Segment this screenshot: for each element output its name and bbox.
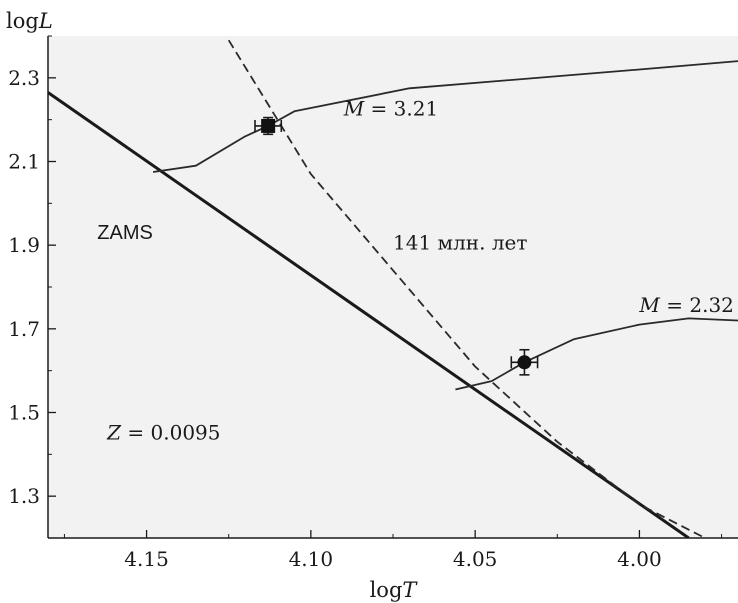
y-tick-label: 2.1 bbox=[8, 150, 40, 174]
x-tick-label: 4.10 bbox=[289, 547, 334, 571]
annotation-m321: M = 3.21 bbox=[343, 96, 439, 120]
annotation-m321-var: M bbox=[343, 96, 365, 120]
plot-area bbox=[48, 36, 738, 538]
annotation-zams: ZAMS bbox=[97, 222, 153, 244]
annotation-metal-var: Z bbox=[106, 421, 122, 445]
x-axis-title-var: T bbox=[402, 578, 418, 602]
annotation-m232-text: = 2.32 bbox=[660, 293, 734, 317]
series-line-141 bbox=[227, 39, 706, 538]
x-tick-label: 4.00 bbox=[617, 547, 662, 571]
annotation-m232-var: M bbox=[638, 293, 660, 317]
y-axis-title-prefix: log bbox=[6, 9, 39, 33]
y-tick-label: 1.5 bbox=[8, 401, 40, 425]
x-axis-title: logT bbox=[370, 578, 419, 602]
data-point-circle bbox=[517, 355, 532, 370]
x-tick-label: 4.05 bbox=[453, 547, 498, 571]
y-tick-label: 2.3 bbox=[8, 66, 40, 90]
y-tick-label: 1.9 bbox=[8, 233, 40, 257]
annotation-age-text: 141 млн. лет bbox=[393, 230, 527, 254]
y-axis-title-var: L bbox=[38, 9, 53, 33]
series-line-zams bbox=[48, 91, 690, 538]
annotation-m321-text: = 3.21 bbox=[364, 96, 438, 120]
annotation-metal: Z = 0.0095 bbox=[106, 421, 220, 445]
series-line-m-2-32 bbox=[455, 317, 738, 391]
x-tick-label: 4.15 bbox=[124, 547, 169, 571]
annotation-metal-text: = 0.0095 bbox=[121, 421, 220, 445]
x-axis-title-prefix: log bbox=[370, 578, 403, 602]
y-tick-label: 1.7 bbox=[8, 317, 40, 341]
annotation-m232: M = 2.32 bbox=[638, 293, 734, 317]
y-axis-title: logL bbox=[6, 9, 53, 33]
annotation-zams-text: ZAMS bbox=[97, 222, 153, 244]
series-line-m-3-21 bbox=[152, 60, 738, 173]
y-tick-label: 1.3 bbox=[8, 484, 40, 508]
data-point-square bbox=[261, 118, 276, 133]
annotation-age: 141 млн. лет bbox=[393, 230, 527, 254]
